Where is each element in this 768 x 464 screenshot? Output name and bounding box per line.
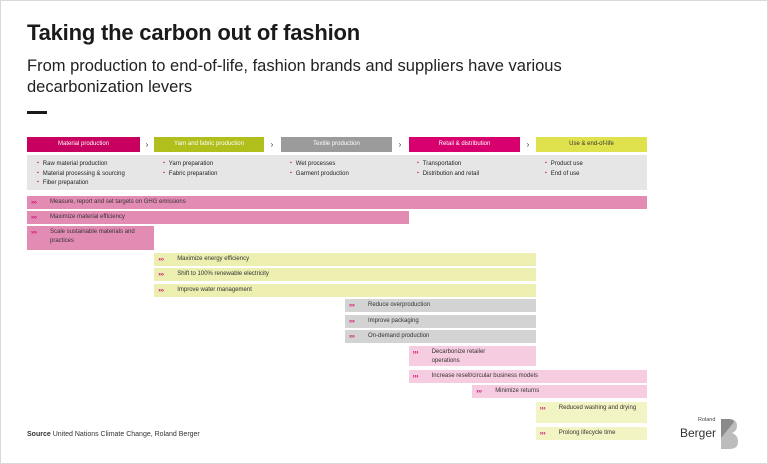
- lever-label: Shift to 100% renewable electricity: [177, 271, 269, 277]
- chevrons-icon: ›››: [476, 388, 482, 395]
- chevrons-icon: ›››: [349, 318, 355, 325]
- lever-bar: ››› Improve water management: [154, 284, 536, 297]
- roland-berger-logo: Roland Berger: [670, 415, 740, 451]
- lever-bar: ››› Prolong lifecycle time: [535, 427, 647, 440]
- stage-item: End of use: [545, 169, 583, 179]
- lever-label: Scale sustainable materials and practice…: [50, 229, 135, 244]
- stage-item: Yarn preparation: [163, 159, 217, 169]
- lever-bar: ››› Maximize material efficiency: [27, 211, 409, 224]
- lever-label: Decarbonize retailer operations: [431, 349, 486, 364]
- lever-label: Improve water management: [177, 287, 252, 293]
- stage-label: Textile production: [313, 141, 360, 147]
- stage-item: Product use: [545, 159, 583, 169]
- stage-label: Retail & distribution: [438, 141, 491, 147]
- chevron-icon: ›: [270, 140, 274, 149]
- lever-bar: ››› Scale sustainable materials and pract…: [27, 226, 155, 250]
- chevron-icon: ›: [398, 140, 402, 149]
- lever-bar: ››› Improve packaging: [345, 315, 536, 328]
- source-label: Source: [27, 431, 51, 438]
- stage-textile-production: Textile production: [281, 137, 392, 152]
- stage-items-yarn: Yarn preparation Fabric preparation: [163, 159, 218, 179]
- stage-label: Use & end-of-life: [569, 141, 614, 147]
- chevron-icon: ›: [526, 140, 530, 149]
- page-title: Taking the carbon out of fashion: [27, 20, 360, 45]
- stage-item: Wet processes: [290, 159, 349, 169]
- lever-bar: ››› Maximize energy efficiency: [154, 253, 536, 266]
- chevrons-icon: ›››: [349, 302, 355, 309]
- chevrons-icon: ›››: [158, 287, 164, 294]
- chevrons-icon: ›››: [539, 430, 546, 437]
- stage-item: Distribution and retail: [417, 169, 479, 179]
- lever-label: On-demand production: [368, 333, 430, 339]
- lever-bar: ››› Reduce overproduction: [345, 299, 536, 312]
- chevrons-icon: ›››: [158, 271, 164, 278]
- page-subtitle: From production to end-of-life, fashion …: [27, 57, 562, 96]
- lever-label: Reduced washing and drying: [558, 405, 637, 411]
- chevron-icon: ›: [145, 140, 149, 149]
- stage-items-use: Product use End of use: [545, 159, 583, 178]
- lever-label: Maximize material efficiency: [50, 214, 125, 220]
- stage-item: Fabric preparation: [163, 169, 218, 179]
- lever-bar: ››› On-demand production: [345, 330, 536, 343]
- logo-big-text: Berger: [680, 426, 717, 440]
- stage-yarn-fabric: Yarn and fabric production: [154, 137, 264, 152]
- chevrons-icon: ›››: [349, 333, 355, 340]
- stage-retail-distribution: Retail & distribution: [409, 137, 520, 152]
- source-text: United Nations Climate Change, Roland Be…: [52, 431, 200, 438]
- stage-label: Yarn and fabric production: [174, 141, 244, 147]
- source-note: Source United Nations Climate Change, Ro…: [27, 431, 200, 438]
- stage-item: Material processing & sourcing: [37, 169, 125, 179]
- lever-label: Prolong lifecycle time: [558, 430, 616, 436]
- stage-items-textile: Wet processes Garment production: [290, 159, 349, 178]
- chevrons-icon: ›››: [31, 214, 37, 221]
- lever-bar: ››› Increase resell/circular business mod…: [408, 370, 647, 383]
- lever-label: Improve packaging: [368, 318, 419, 324]
- chevrons-icon: ›››: [31, 229, 37, 236]
- lever-bar: ››› Decarbonize retailer operations: [408, 346, 536, 366]
- stage-label: Material production: [57, 141, 110, 147]
- lever-bar: ››› Minimize returns: [472, 385, 647, 398]
- stage-item: Fiber preparation: [37, 178, 125, 188]
- stage-item: Transportation: [417, 159, 479, 169]
- lever-label: Measure, report and set targets on GHG e…: [50, 199, 186, 205]
- lever-label: Minimize returns: [495, 388, 540, 394]
- lever-bar: ››› Reduced washing and drying: [535, 402, 647, 423]
- stage-items-material: Raw material production Material process…: [37, 159, 125, 188]
- chevrons-icon: ›››: [539, 405, 546, 412]
- stage-item: Raw material production: [37, 159, 125, 169]
- stage-items-retail: Transportation Distribution and retail: [417, 159, 479, 178]
- lever-label: Reduce overproduction: [368, 302, 431, 308]
- stage-use-end-of-life: Use & end-of-life: [536, 137, 647, 152]
- lever-label: Increase resell/circular business models: [431, 373, 538, 379]
- chevrons-icon: ›››: [158, 256, 164, 263]
- chevrons-icon: ›››: [412, 373, 419, 380]
- chevrons-icon: ›››: [412, 349, 419, 356]
- lever-bar: ››› Measure, report and set targets on GH…: [27, 196, 647, 209]
- logo-b-mark: [721, 419, 738, 449]
- logo-small-text: Roland: [698, 417, 716, 423]
- lever-bar: ››› Shift to 100% renewable electricity: [154, 268, 536, 281]
- stage-material-production: Material production: [27, 137, 140, 152]
- stage-item: Garment production: [290, 169, 349, 179]
- title-rule: [27, 111, 47, 114]
- chevrons-icon: ›››: [31, 199, 37, 206]
- lever-label: Maximize energy efficiency: [177, 256, 250, 262]
